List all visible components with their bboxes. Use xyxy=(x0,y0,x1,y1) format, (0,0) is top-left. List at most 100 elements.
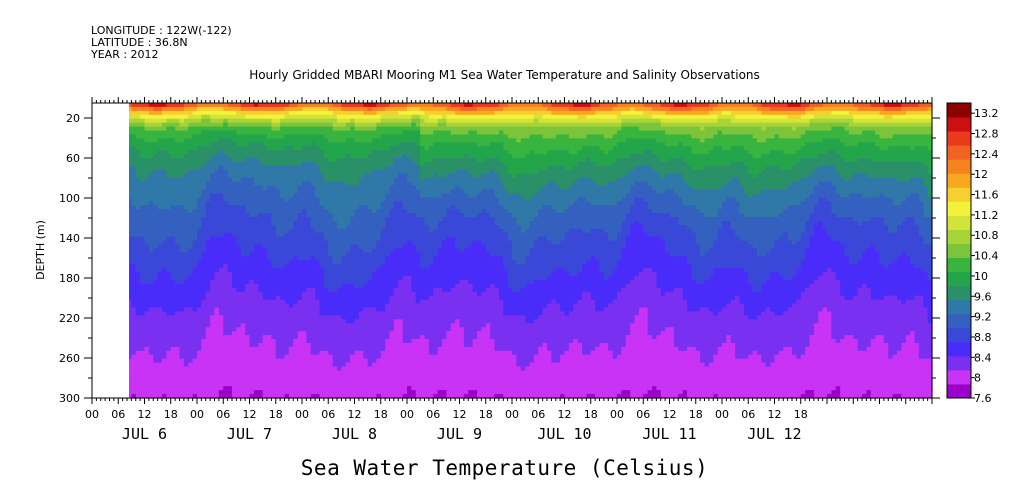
heatmap-cell xyxy=(223,189,229,195)
heatmap-cell xyxy=(485,189,491,195)
heatmap-cell xyxy=(389,165,395,171)
heatmap-cell xyxy=(153,142,159,147)
heatmap-cell xyxy=(393,173,399,179)
heatmap-cell xyxy=(280,169,286,175)
heatmap-cell xyxy=(800,118,806,124)
heatmap-cell xyxy=(162,154,167,159)
heatmap-cell xyxy=(870,158,876,163)
heatmap-cell xyxy=(634,158,640,163)
heatmap-cell xyxy=(542,110,548,116)
heatmap-cell xyxy=(853,146,859,151)
heatmap-cell xyxy=(210,110,216,116)
heatmap-cell xyxy=(319,158,325,163)
heatmap-cell xyxy=(586,181,592,187)
heatmap-cell xyxy=(166,205,172,210)
heatmap-cell xyxy=(258,150,264,155)
heatmap-cell xyxy=(249,158,255,163)
heatmap-cell xyxy=(743,173,749,179)
heatmap-cell xyxy=(551,110,557,116)
heatmap-cell xyxy=(157,126,163,132)
heatmap-cell xyxy=(424,189,430,195)
heatmap-cell xyxy=(520,158,526,163)
heatmap-cell xyxy=(599,118,605,124)
heatmap-cell xyxy=(192,154,198,159)
heatmap-cell xyxy=(328,177,334,183)
heatmap-cell xyxy=(450,150,456,155)
heatmap-cell xyxy=(883,162,889,167)
heatmap-cell xyxy=(542,177,548,183)
heatmap-cell xyxy=(722,154,727,159)
heatmap-cell xyxy=(879,103,885,108)
heatmap-cell xyxy=(538,162,544,167)
heatmap-cell xyxy=(533,122,539,128)
heatmap-cell xyxy=(512,146,517,151)
heatmap-cell xyxy=(411,189,417,195)
heatmap-cell xyxy=(433,181,439,187)
heatmap-cell xyxy=(153,114,159,120)
heatmap-cell xyxy=(477,197,482,202)
heatmap-cell xyxy=(214,189,220,195)
heatmap-cell xyxy=(367,162,373,167)
heatmap-cell xyxy=(354,122,360,128)
heatmap-cell xyxy=(577,118,583,124)
heatmap-cell xyxy=(376,150,382,155)
heatmap-cell xyxy=(144,173,150,179)
heatmap-cell xyxy=(533,146,539,151)
heatmap-cell xyxy=(363,142,369,147)
heatmap-cell xyxy=(223,197,229,202)
heatmap-cell xyxy=(472,126,478,132)
heatmap-cell xyxy=(529,197,535,202)
heatmap-cell xyxy=(218,189,224,195)
heatmap-cell xyxy=(673,103,679,108)
heatmap-cell xyxy=(835,110,841,116)
heatmap-cell xyxy=(757,165,762,171)
heatmap-cell xyxy=(157,169,163,175)
heatmap-cell xyxy=(599,189,605,195)
heatmap-cell xyxy=(477,165,482,171)
heatmap-cell xyxy=(144,130,150,136)
heatmap-cell xyxy=(708,169,714,175)
heatmap-cell xyxy=(879,201,885,206)
heatmap-cell xyxy=(271,106,277,112)
heatmap-cell xyxy=(835,185,841,191)
heatmap-cell xyxy=(302,162,307,167)
heatmap-cell xyxy=(450,126,456,132)
heatmap-cell xyxy=(691,118,697,124)
heatmap-cell xyxy=(673,146,679,151)
heatmap-cell xyxy=(153,201,159,206)
heatmap-cell xyxy=(547,103,552,108)
heatmap-cell xyxy=(205,181,211,187)
heatmap-cell xyxy=(634,201,640,206)
heatmap-cell xyxy=(350,189,356,195)
heatmap-cell xyxy=(752,197,758,202)
heatmap-cell xyxy=(910,173,916,179)
heatmap-cell xyxy=(223,181,229,187)
heatmap-cell xyxy=(573,134,579,139)
heatmap-cell xyxy=(223,205,229,210)
heatmap-cell xyxy=(245,185,251,191)
heatmap-cell xyxy=(520,169,526,175)
heatmap-cell xyxy=(420,138,426,143)
heatmap-cell xyxy=(595,197,601,202)
heatmap-cell xyxy=(468,181,474,187)
heatmap-cell xyxy=(157,110,163,116)
heatmap-cell xyxy=(730,173,736,179)
heatmap-cell xyxy=(765,118,771,124)
heatmap-cell xyxy=(393,158,399,163)
heatmap-cell xyxy=(704,106,710,112)
heatmap-cell xyxy=(363,181,369,187)
heatmap-cell xyxy=(411,177,417,183)
heatmap-cell xyxy=(822,177,828,183)
heatmap-cell xyxy=(897,134,902,139)
heatmap-cell xyxy=(638,130,644,136)
heatmap-cell xyxy=(533,193,539,198)
heatmap-cell xyxy=(477,142,482,147)
heatmap-cell xyxy=(708,205,714,210)
heatmap-cell xyxy=(612,162,618,167)
heatmap-cell xyxy=(708,201,714,206)
heatmap-cell xyxy=(918,110,924,116)
heatmap-cell xyxy=(533,185,539,191)
heatmap-cell xyxy=(551,185,557,191)
heatmap-cell xyxy=(774,150,780,155)
heatmap-cell xyxy=(148,126,154,132)
